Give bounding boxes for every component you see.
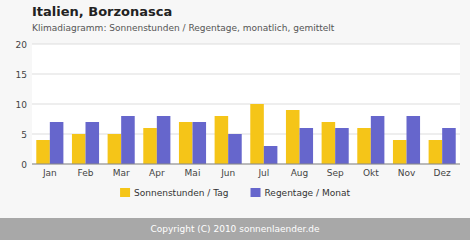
bar <box>86 122 100 164</box>
grid-line <box>32 164 460 165</box>
x-tick-label: Sep <box>327 168 344 178</box>
x-tick-label: Mai <box>185 168 201 178</box>
footer-bar <box>0 218 470 240</box>
bar <box>407 116 421 164</box>
bar <box>179 122 193 164</box>
chart-container: Italien, Borzonasca Klimadiagramm: Sonnen… <box>0 0 470 240</box>
y-axis: 0 5 10 15 20 <box>16 40 460 170</box>
series <box>50 116 456 164</box>
legend-label: Regentage / Monat <box>265 188 351 198</box>
bar <box>286 110 300 164</box>
bar <box>215 116 229 164</box>
y-tick-label: 5 <box>21 130 27 140</box>
bar <box>228 134 242 164</box>
x-tick-label: Okt <box>363 168 379 178</box>
grid-line <box>32 44 460 45</box>
bar <box>300 128 314 164</box>
grid-line <box>32 74 460 75</box>
bar <box>371 116 385 164</box>
x-axis: Jan Feb Mar Apr Mai Jun Jul Aug Sep Okt Nov Dez <box>32 164 460 178</box>
bar <box>36 140 50 164</box>
x-tick-label: Jun <box>220 168 235 178</box>
bar <box>264 146 278 164</box>
annotation: Copyright (C) 2010 sonnenlaender.de <box>150 224 320 234</box>
y-tick-label: 10 <box>16 100 28 110</box>
x-axis-line <box>32 164 460 165</box>
bar <box>143 128 157 164</box>
footer: Copyright (C) 2010 sonnenlaender.de <box>0 218 470 240</box>
legend-label: Sonnenstunden / Tag <box>134 188 228 198</box>
bars <box>36 104 455 164</box>
x-tick-label: Mar <box>113 168 130 178</box>
x-tick-label: Aug <box>291 168 309 178</box>
y-tick-label: 15 <box>16 70 27 80</box>
bar <box>393 140 407 164</box>
legend-swatch <box>251 188 261 197</box>
legend-swatch <box>120 188 130 197</box>
title: Italien, Borzonasca <box>32 4 172 19</box>
bar <box>193 122 207 164</box>
legend-item: Regentage / Monat <box>251 188 351 198</box>
bar <box>429 140 443 164</box>
x-tick-label: Feb <box>78 168 94 178</box>
x-tick-label: Apr <box>149 168 165 178</box>
y-tick-label: 20 <box>16 40 28 50</box>
bar <box>108 134 122 164</box>
x-tick-label: Jan <box>42 168 57 178</box>
subtitle: Klimadiagramm: Sonnenstunden / Regentage… <box>32 23 335 33</box>
bar <box>72 134 86 164</box>
bar <box>121 116 135 164</box>
legend: Sonnenstunden / Tag Regentage / Monat <box>120 188 350 198</box>
bar <box>157 116 171 164</box>
plot-background <box>32 44 460 164</box>
x-tick-label: Dez <box>434 168 451 178</box>
bar <box>50 122 64 164</box>
bar <box>250 104 264 164</box>
bar <box>335 128 349 164</box>
bar <box>357 128 371 164</box>
series <box>36 104 442 164</box>
grid-line <box>32 104 460 105</box>
bar <box>322 122 336 164</box>
x-tick-label: Nov <box>398 168 416 178</box>
y-tick-label: 0 <box>21 160 27 170</box>
legend-item: Sonnenstunden / Tag <box>120 188 228 198</box>
x-tick-label: Jul <box>257 168 269 178</box>
chart: Italien, Borzonasca Klimadiagramm: Sonnen… <box>0 0 470 240</box>
bar <box>442 128 456 164</box>
